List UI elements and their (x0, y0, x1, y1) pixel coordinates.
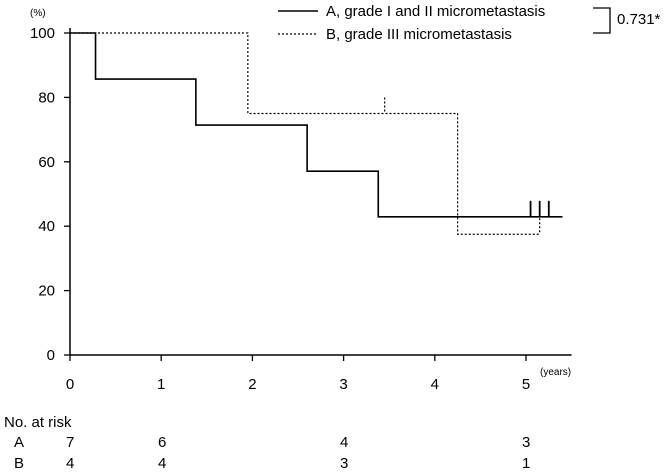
risk-b-year5: 1 (522, 455, 531, 472)
survival-chart: 0 20 40 60 80 100 (%) 0 1 2 3 4 5 (years) A, grade I … (30, 3, 661, 393)
y-unit-label: (%) (30, 8, 46, 19)
axes: 0 20 40 60 80 100 (%) 0 1 2 3 4 5 (years) (30, 8, 572, 393)
risk-b-year0: 4 (66, 455, 75, 472)
legend-label-b: B, grade III micrometastasis (326, 26, 512, 43)
legend-label-a: A, grade I and II micrometastasis (326, 3, 545, 20)
y-tick-label: 40 (38, 218, 55, 235)
y-tick-label: 80 (38, 89, 55, 106)
risk-label-b: B (14, 455, 25, 472)
y-tick-label: 0 (47, 347, 55, 364)
y-tick-label: 60 (38, 154, 55, 171)
series-a-curve (70, 32, 563, 218)
x-tick-label: 0 (66, 376, 74, 393)
x-tick-label: 4 (431, 376, 439, 393)
risk-b-year1: 4 (158, 455, 167, 472)
y-tick-label: 100 (30, 25, 55, 42)
risk-a-year0: 7 (66, 434, 75, 451)
series-layer (70, 32, 563, 235)
x-tick-label: 2 (248, 376, 256, 393)
risk-a-year5: 3 (522, 434, 531, 451)
y-tick-label: 20 (38, 283, 55, 300)
x-unit-label: (years) (540, 367, 571, 378)
risk-a-year3: 4 (340, 434, 349, 451)
x-tick-label: 5 (522, 376, 530, 393)
x-tick-label: 3 (339, 376, 347, 393)
risk-label-a: A (14, 434, 25, 451)
x-tick-label: 1 (157, 376, 165, 393)
p-value-label: 0.731* (617, 11, 661, 28)
risk-heading: No. at risk (4, 414, 72, 431)
series-b-curve (70, 32, 540, 235)
risk-b-year3: 3 (340, 455, 349, 472)
p-value-bracket (593, 7, 611, 34)
legend: A, grade I and II micrometastasis B, grad… (278, 3, 661, 43)
risk-a-year1: 6 (158, 434, 167, 451)
